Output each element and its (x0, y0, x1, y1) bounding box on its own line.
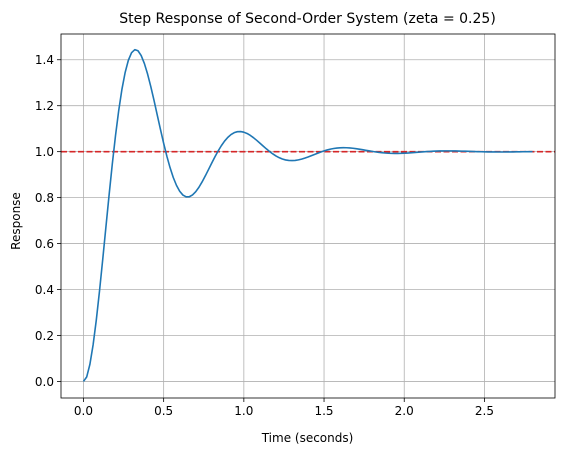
series-line (82, 48, 533, 382)
y-tick-label: 0.8 (35, 191, 54, 205)
y-tick-label: 1.4 (35, 53, 54, 67)
y-tick-label: 0.6 (35, 237, 54, 251)
x-axis-ticks: 0.0 0.5 1.0 1.5 2.0 2.5 (74, 398, 494, 418)
chart-title: Step Response of Second-Order System (ze… (119, 11, 496, 27)
y-tick-label: 0.2 (35, 329, 54, 343)
y-tick-label: 0.4 (35, 283, 54, 297)
plot-frame (60, 33, 556, 399)
x-tick-label: 0.5 (154, 404, 173, 418)
y-tick-label: 1.0 (35, 145, 54, 159)
y-tick-label: 1.2 (35, 99, 54, 113)
x-axis-label: Time (seconds) (261, 431, 354, 445)
x-tick-label: 0.0 (74, 404, 93, 418)
x-tick-label: 1.5 (314, 404, 333, 418)
y-tick-label: 0.0 (35, 375, 54, 389)
y-axis-label: Response (9, 192, 23, 250)
y-axis-ticks: 0.0 0.2 0.4 0.6 0.8 1.0 1.2 1.4 (35, 53, 61, 389)
series-layer (82, 48, 533, 382)
x-tick-label: 2.5 (475, 404, 494, 418)
x-tick-label: 2.0 (395, 404, 414, 418)
x-tick-label: 1.0 (234, 404, 253, 418)
